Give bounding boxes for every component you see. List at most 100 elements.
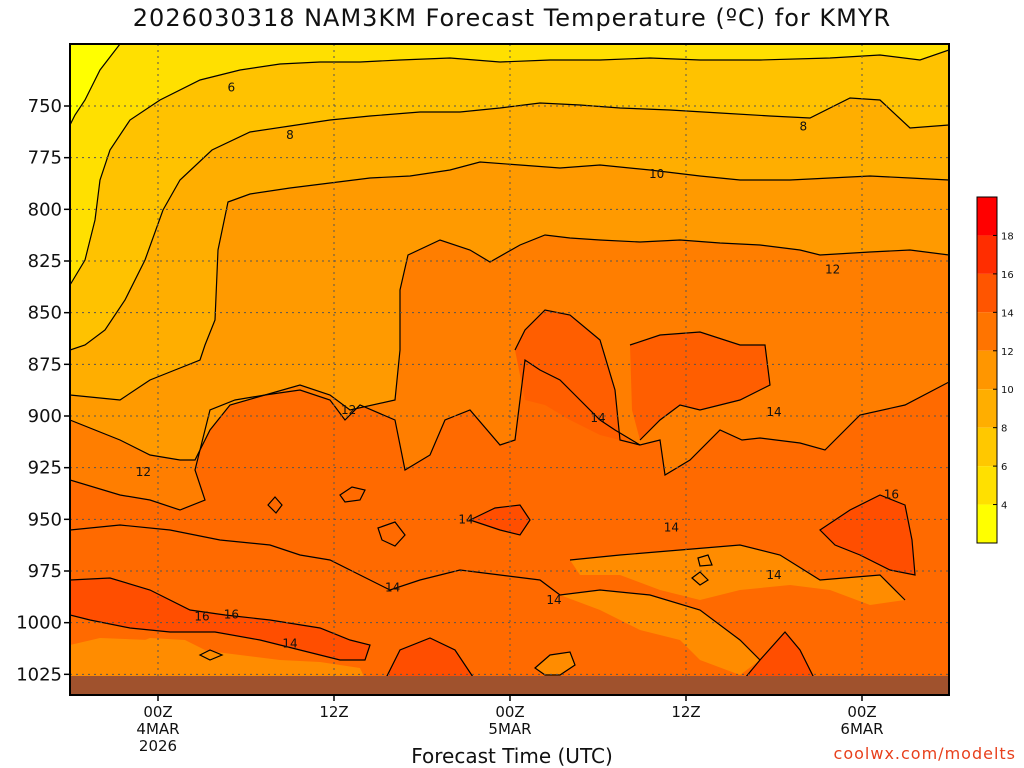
x-tick-label-4-0: 00Z [847,703,876,721]
y-tick-label-850: 850 [28,303,62,324]
y-tick-label-950: 950 [28,509,62,530]
colorbar-segment-5 [977,389,997,428]
contour-line-14c [569,544,906,601]
contour-label-0: 6 [228,80,236,94]
y-tick-label-825: 825 [28,251,62,272]
fill-pocket-orange-west [125,638,215,680]
x-tick-label-4-1: 6MAR [840,720,883,738]
fill-pocket-16-mid [470,505,530,535]
colorbar-label-8: 8 [1001,424,1007,435]
colorbar: 4 6 8 10 12 14 16 18 [976,196,1014,544]
fill-band-8-10 [70,44,949,400]
x-tick-label-1-0: 12Z [319,703,348,721]
contour-line-16-east [819,494,916,576]
contour-line-16-se [734,631,821,691]
fill-band-lower-right [570,545,905,605]
x-axis-title: Forecast Time (UTC) [411,744,613,768]
contour-line-small-7 [198,649,224,661]
contour-line-6b [70,44,121,126]
contour-line-16-mid [468,504,531,536]
colorbar-segment-7 [977,466,997,505]
contour-labels: 6 8 8 10 12 12 12 14 14 14 14 14 14 14 14 16 16 16 [136,80,899,650]
contour-line-small-5 [697,554,713,567]
contour-label-2: 8 [800,120,808,134]
colorbar-segment-8 [977,504,997,543]
y-tick-label-1000: 1000 [16,613,62,634]
x-tick-label-0-2: 2026 [139,737,177,755]
ground-surface [70,676,949,695]
colorbar-segment-3 [977,312,997,351]
contour-line-small-3 [377,521,406,547]
contour-line-14d [514,309,641,446]
contour-line-small-4 [691,571,709,586]
contour-line-small-6 [534,651,576,676]
plot-grid [70,44,949,695]
contour-line-14e [629,331,771,441]
colorbar-segment-0 [977,197,997,236]
colorbar-label-16: 16 [1001,270,1014,281]
contour-line-10 [70,161,949,401]
contour-line-12b [70,358,949,511]
contour-label-7: 14 [282,636,297,650]
y-tick-label-875: 875 [28,354,62,375]
fill-band-lower-east [560,590,760,675]
y-tick-label-750: 750 [28,96,62,117]
y-tick-label-900: 900 [28,406,62,427]
colorbar-segment-4 [977,350,997,390]
fill-corner-yellow [70,44,120,125]
contour-label-16: 16 [224,607,239,621]
contour-label-4: 12 [341,403,356,417]
contour-label-3: 10 [649,167,664,181]
contour-label-6: 12 [825,262,840,276]
fill-pocket-orange-mid [535,652,575,675]
x-tick-label-2-1: 5MAR [488,720,531,738]
fill-pocket-16-east [820,495,915,575]
colorbar-label-12: 12 [1001,347,1014,358]
y-tick-label-775: 775 [28,148,62,169]
x-tick-label-0-0: 00Z [143,703,172,721]
y-axis: 750 775 800 825 850 875 900 925 950 975 1000 1025 [16,96,70,685]
x-tick-label-0-1: 4MAR [136,720,179,738]
colorbar-segment-2 [977,273,997,313]
x-tick-label-3-0: 12Z [671,703,700,721]
contour-line-small-1 [339,486,366,503]
fill-pocket-16 [70,578,370,660]
credit-link[interactable]: coolwx.com/modelts [833,744,1016,763]
contour-label-15: 16 [194,609,209,623]
contour-label-9: 14 [458,512,473,526]
y-tick-label-800: 800 [28,199,62,220]
colorbar-label-4: 4 [1001,501,1007,512]
colorbar-label-6: 6 [1001,462,1007,473]
contour-line-small-2 [267,496,283,514]
colorbar-label-10: 10 [1001,385,1014,396]
contour-line-8 [70,97,949,351]
contour-label-5: 12 [136,465,151,479]
contour-label-10: 14 [590,411,605,425]
colorbar-frame [976,196,998,544]
temperature-contour-lines [70,44,949,691]
chart-title: 2026030318 NAM3KM Forecast Temperature (… [132,4,892,32]
contour-label-14: 14 [546,593,561,607]
fill-pocket-14-high-b [630,332,770,440]
colorbar-segment-1 [977,235,997,274]
x-tick-label-2-0: 00Z [495,703,524,721]
contour-line-14b [70,577,371,661]
contour-line-12 [70,234,949,461]
fill-band-6-8 [70,44,949,350]
contour-line-16-south [379,637,476,691]
contour-line-14 [70,524,761,661]
contour-label-1: 8 [286,128,294,142]
contour-label-8: 14 [385,581,400,595]
contour-label-13: 14 [766,568,781,582]
fill-pocket-14-high-a [515,310,620,440]
colorbar-label-14: 14 [1001,308,1014,319]
y-tick-label-925: 925 [28,458,62,479]
colorbar-label-18: 18 [1001,231,1014,242]
contour-line-6 [70,49,949,286]
y-tick-label-975: 975 [28,561,62,582]
y-tick-label-1025: 1025 [16,664,62,685]
colorbar-segment-6 [977,427,997,467]
contour-label-12: 14 [664,521,679,535]
